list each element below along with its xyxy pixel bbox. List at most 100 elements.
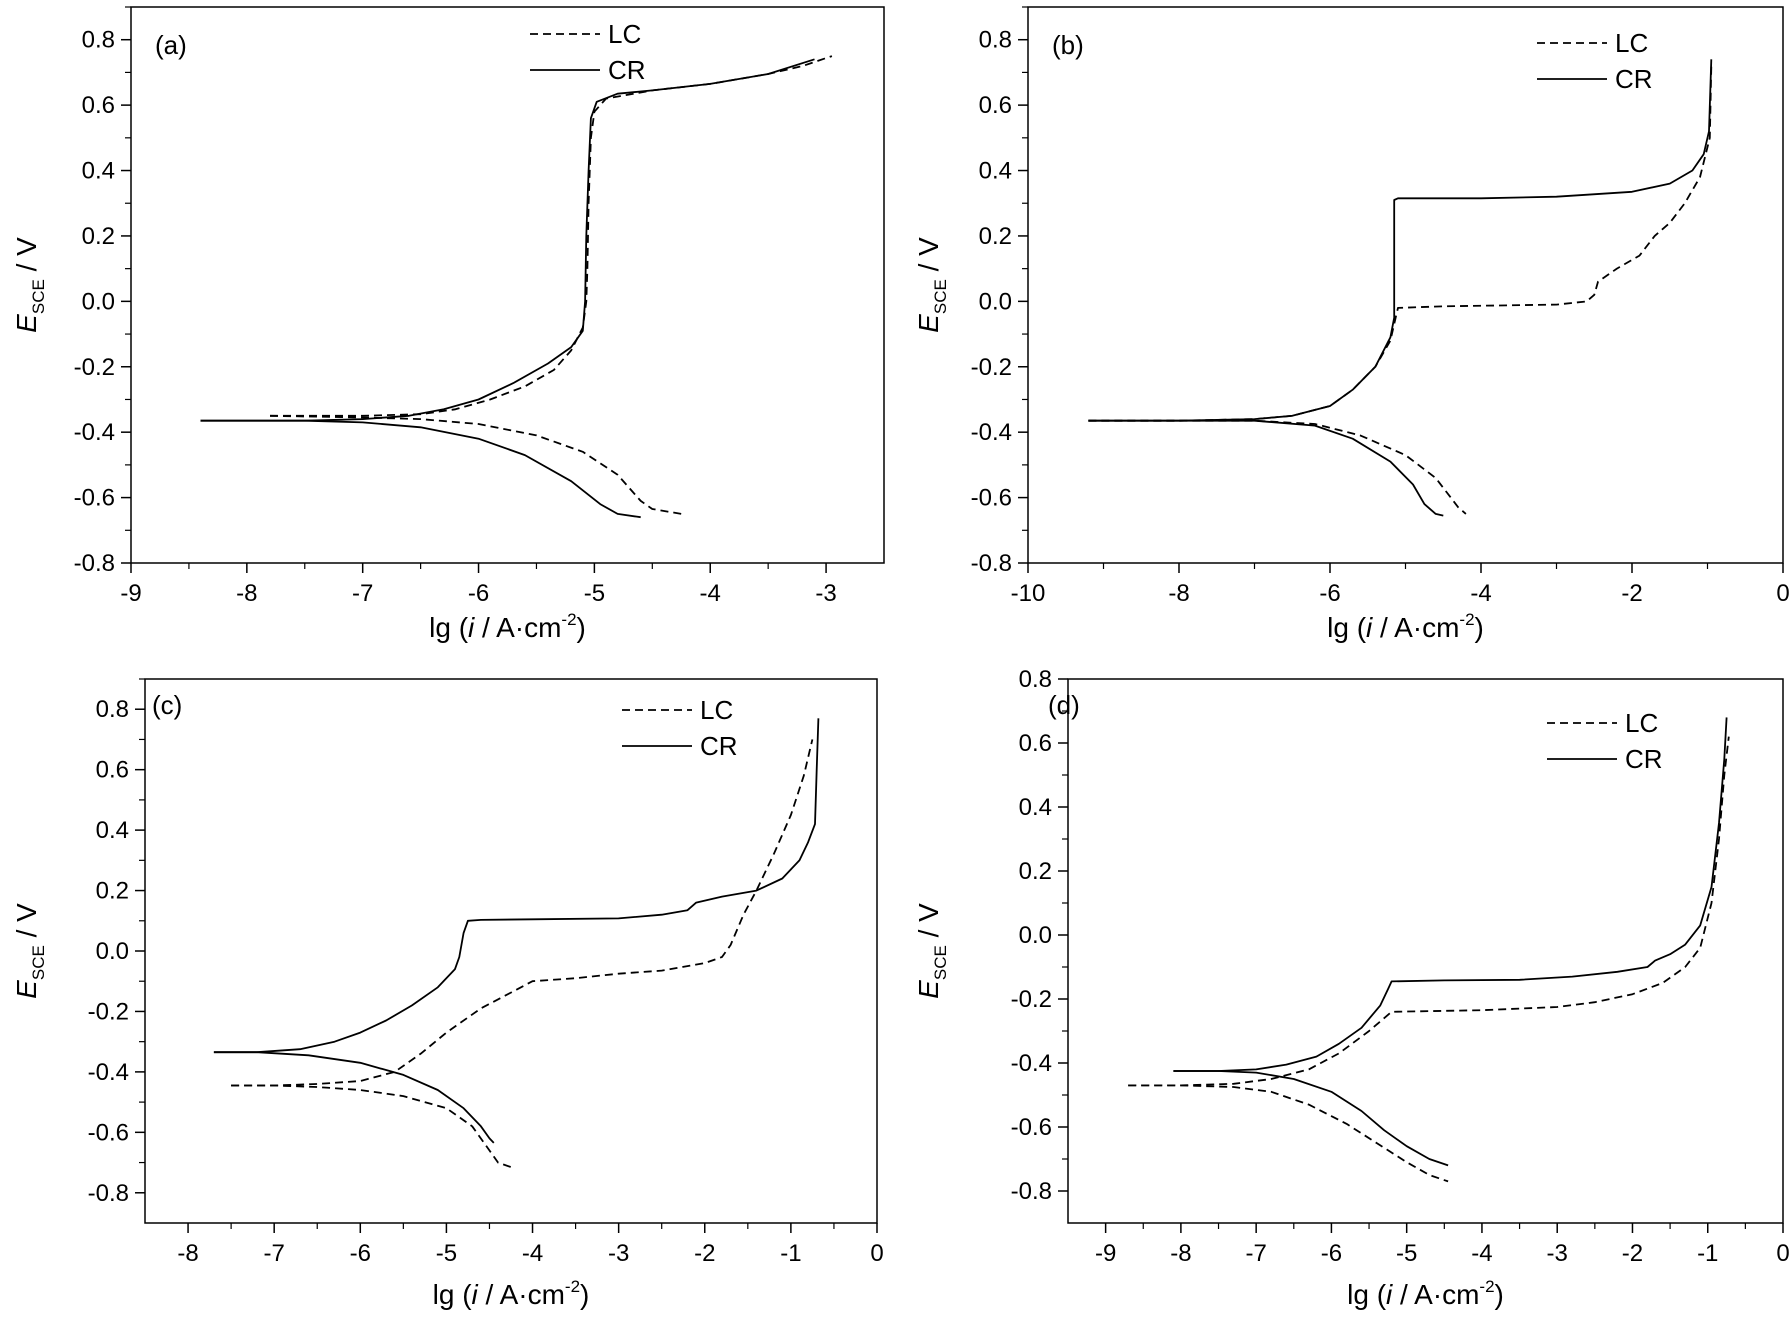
y-tick-label: -0.6 (971, 485, 1012, 512)
y-tick-label: 0.2 (1019, 858, 1052, 885)
x-tick-label: -1 (780, 1240, 801, 1267)
legend: LC CR (1537, 28, 1653, 94)
plot-frame (144, 678, 878, 1224)
y-tick-label: 0.8 (82, 27, 115, 54)
y-tick-label: -0.2 (971, 354, 1012, 381)
x-tick-label: -7 (1245, 1240, 1266, 1267)
x-axis-label: lg (i / A·cm-2) (429, 610, 586, 643)
chart-panel-c: -8 -7 -6 -5 -4 -3 -2 -1 0 -0.8 -0.6 -0.4 -0.2 0.0 0.2 0… (11, 678, 884, 1310)
panel-label: (c) (152, 690, 182, 720)
series-line-cr-cathodic (213, 1051, 495, 1144)
legend: LC CR (622, 695, 738, 761)
series-line-cr-anodic (1088, 59, 1713, 422)
legend-label-cr: CR (1615, 64, 1653, 94)
y-tick-label: -0.8 (88, 1180, 129, 1207)
x-tick-label: -7 (264, 1240, 285, 1267)
legend-label-cr: CR (700, 731, 738, 761)
legend: LC CR (1547, 708, 1663, 774)
y-tick-label: 0.8 (1019, 666, 1052, 693)
x-axis-label: lg (i / A·cm-2) (1327, 610, 1484, 643)
x-tick-label: -7 (352, 580, 373, 607)
x-tick-label: -9 (1095, 1240, 1116, 1267)
y-tick-label: 0.6 (82, 92, 115, 119)
series-line-lc-cathodic (231, 1084, 516, 1170)
x-tick-label: -5 (584, 580, 605, 607)
x-tick-label: -4 (522, 1240, 543, 1267)
y-axis-label: ESCE / V (913, 903, 950, 999)
x-tick-label: -8 (177, 1240, 198, 1267)
x-tick-label: 0 (1776, 1240, 1789, 1267)
x-tick-label: 0 (870, 1240, 883, 1267)
x-tick-label: -6 (1321, 1240, 1342, 1267)
x-axis-label: lg (i / A·cm-2) (433, 1277, 590, 1310)
x-tick-label: -6 (468, 580, 489, 607)
panel-label: (b) (1052, 30, 1084, 60)
x-tick-label: -3 (608, 1240, 629, 1267)
x-tick-label: -1 (1697, 1240, 1718, 1267)
y-tick-label: 0.4 (1019, 794, 1052, 821)
chart-panel-b: -10 -8 -6 -4 -2 0 -0.8 -0.6 -0.4 -0.2 0.0 0.2 0.4 0.6… (913, 6, 1790, 643)
y-tick-label: -0.2 (74, 354, 115, 381)
x-tick-label: -9 (120, 580, 141, 607)
y-tick-label: -0.6 (1011, 1114, 1052, 1141)
series-line-lc-cathodic (269, 414, 682, 515)
y-tick-label: 0.0 (82, 288, 115, 315)
legend-label-lc: LC (1615, 28, 1648, 58)
panel-label: (d) (1048, 690, 1080, 720)
y-tick-label: 0.4 (96, 817, 129, 844)
y-axis-label: ESCE / V (11, 903, 48, 999)
y-axis-label: ESCE / V (913, 237, 950, 333)
x-tick-label: -3 (1547, 1240, 1568, 1267)
y-tick-label: -0.8 (1011, 1178, 1052, 1205)
series-line-lc-anodic (1088, 65, 1713, 422)
series-line-lc-anodic (1128, 736, 1730, 1087)
chart-panel-a: -9 -8 -7 -6 -5 -4 -3 -0.8 -0.6 -0.4 -0.2 0.0 0.2 0.4 0… (11, 6, 885, 643)
y-tick-label: -0.2 (1011, 986, 1052, 1013)
y-tick-label: 0.6 (979, 92, 1012, 119)
x-tick-label: -4 (1471, 1240, 1492, 1267)
y-tick-label: 0.8 (96, 696, 129, 723)
y-tick-label: 0.6 (96, 757, 129, 784)
legend: LC CR (530, 19, 646, 85)
legend-label-lc: LC (1625, 708, 1658, 738)
series-line-cr-anodic (200, 58, 815, 422)
x-tick-label: -6 (350, 1240, 371, 1267)
plot-frame (1027, 6, 1784, 564)
x-tick-label: 0 (1776, 580, 1789, 607)
y-tick-label: 0.2 (979, 223, 1012, 250)
y-tick-label: 0.2 (96, 878, 129, 905)
y-tick-label: 0.2 (82, 223, 115, 250)
legend-label-lc: LC (608, 19, 641, 49)
x-tick-label: -8 (1168, 580, 1189, 607)
y-tick-label: -0.6 (74, 485, 115, 512)
y-tick-label: -0.4 (1011, 1050, 1052, 1077)
plot-frame (1067, 678, 1784, 1224)
series-line-cr-cathodic (1173, 1070, 1449, 1167)
y-tick-label: 0.8 (979, 27, 1012, 54)
series-line-cr-anodic (213, 718, 820, 1054)
x-tick-label: -10 (1011, 580, 1046, 607)
panel-label: (a) (155, 30, 187, 60)
x-tick-label: -2 (694, 1240, 715, 1267)
series-line-cr-cathodic (200, 419, 641, 519)
x-tick-label: -5 (436, 1240, 457, 1267)
y-tick-label: -0.6 (88, 1119, 129, 1146)
y-tick-label: -0.4 (74, 419, 115, 446)
series-line-cr-cathodic (1088, 419, 1444, 517)
y-tick-label: 0.0 (979, 288, 1012, 315)
series-line-lc-cathodic (1128, 1084, 1449, 1183)
y-tick-label: -0.8 (74, 550, 115, 577)
x-tick-label: -5 (1396, 1240, 1417, 1267)
y-tick-label: -0.4 (971, 419, 1012, 446)
series-line-cr-anodic (1173, 717, 1728, 1072)
plot-frame (130, 6, 885, 564)
series-line-lc-anodic (231, 739, 814, 1087)
y-axis-label: ESCE / V (11, 237, 48, 333)
x-axis-label: lg (i / A·cm-2) (1347, 1277, 1504, 1310)
y-tick-label: -0.8 (971, 550, 1012, 577)
x-tick-label: -2 (1622, 1240, 1643, 1267)
y-tick-label: 0.0 (1019, 922, 1052, 949)
chart-panel-d: -9 -8 -7 -6 -5 -4 -3 -2 -1 0 -0.8 -0.6 -0.4 -0.2 0.0 0.… (913, 666, 1790, 1310)
y-tick-label: 0.4 (979, 158, 1012, 185)
